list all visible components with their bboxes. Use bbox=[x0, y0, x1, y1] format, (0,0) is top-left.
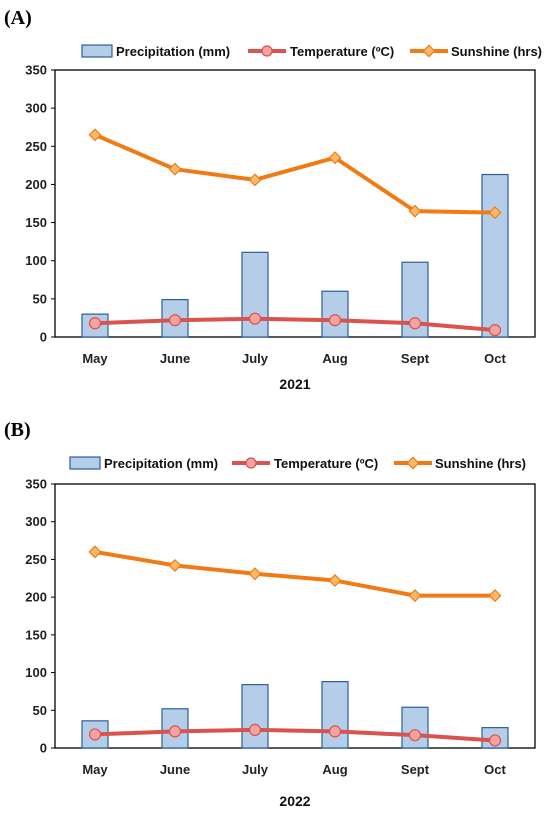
y-tick-label: 350 bbox=[25, 63, 47, 78]
x-tick-label: July bbox=[242, 351, 269, 366]
temperature-point bbox=[330, 726, 341, 737]
temperature-point bbox=[410, 318, 421, 329]
legend-a-precipitation-label: Precipitation (mm) bbox=[116, 44, 230, 59]
sunshine-point bbox=[89, 546, 100, 557]
x-tick-label: Sept bbox=[401, 351, 430, 366]
y-tick-label: 250 bbox=[25, 139, 47, 154]
sunshine-line bbox=[95, 552, 495, 596]
sunshine-point bbox=[169, 560, 180, 571]
x-tick-label: Oct bbox=[484, 351, 506, 366]
x-axis-title-a: 2021 bbox=[279, 376, 310, 392]
temperature-point bbox=[490, 325, 501, 336]
plot-area-b: 0 50 100 150 200 250 300 350 May June July Aug Sept O… bbox=[25, 477, 535, 778]
sunshine-point bbox=[249, 568, 260, 579]
temperature-point bbox=[250, 313, 261, 324]
legend-b-sunshine-label: Sunshine (hrs) bbox=[435, 456, 526, 471]
chart-panel-a: (A) Precipitation (mm) Temperature (ºC) … bbox=[4, 7, 542, 392]
x-tick-label: Oct bbox=[484, 762, 506, 777]
y-tick-label: 150 bbox=[25, 215, 47, 230]
sunshine-point bbox=[409, 590, 420, 601]
legend-a: Precipitation (mm) Temperature (ºC) Suns… bbox=[82, 44, 542, 59]
legend-a-precipitation-swatch bbox=[82, 45, 112, 57]
precipitation-bar bbox=[242, 685, 268, 748]
sunshine-point bbox=[329, 575, 340, 586]
temperature-point bbox=[90, 318, 101, 329]
temperature-point bbox=[410, 730, 421, 741]
x-tick-label: June bbox=[160, 762, 190, 777]
x-tick-label: May bbox=[82, 351, 108, 366]
temperature-line bbox=[95, 319, 495, 330]
y-tick-label: 350 bbox=[25, 477, 47, 492]
x-axis-title-b: 2022 bbox=[279, 793, 310, 809]
legend-a-sunshine-label: Sunshine (hrs) bbox=[451, 44, 542, 59]
y-tick-label: 300 bbox=[25, 514, 47, 529]
sunshine-point bbox=[169, 164, 180, 175]
legend-b-precipitation-swatch bbox=[70, 457, 100, 469]
sunshine-point bbox=[89, 129, 100, 140]
legend-b-temperature-label: Temperature (ºC) bbox=[274, 456, 378, 471]
y-tick-label: 300 bbox=[25, 101, 47, 116]
chart-panel-b: (B) Precipitation (mm) Temperature (ºC) … bbox=[4, 419, 535, 809]
sunshine-point bbox=[489, 590, 500, 601]
plot-frame-a bbox=[55, 70, 535, 337]
temperature-point bbox=[250, 724, 261, 735]
y-tick-label: 200 bbox=[25, 590, 47, 605]
legend-b-precipitation-label: Precipitation (mm) bbox=[104, 456, 218, 471]
precipitation-bar bbox=[322, 682, 348, 748]
y-tick-label: 0 bbox=[40, 330, 47, 345]
x-tick-label: July bbox=[242, 762, 269, 777]
temperature-line bbox=[95, 730, 495, 741]
x-tick-label: Aug bbox=[322, 762, 347, 777]
temperature-point bbox=[490, 735, 501, 746]
y-tick-label: 200 bbox=[25, 177, 47, 192]
x-tick-label: May bbox=[82, 762, 108, 777]
y-tick-label: 100 bbox=[25, 665, 47, 680]
temperature-point bbox=[170, 315, 181, 326]
panel-label-a: (A) bbox=[4, 7, 32, 29]
x-tick-label: Aug bbox=[322, 351, 347, 366]
temperature-point bbox=[170, 726, 181, 737]
precipitation-bar bbox=[402, 707, 428, 748]
x-tick-label: Sept bbox=[401, 762, 430, 777]
sunshine-line bbox=[95, 135, 495, 213]
legend-a-sunshine-marker bbox=[423, 45, 434, 56]
y-tick-label: 50 bbox=[33, 291, 47, 306]
y-tick-label: 250 bbox=[25, 552, 47, 567]
y-tick-label: 50 bbox=[33, 703, 47, 718]
legend-a-temperature-label: Temperature (ºC) bbox=[290, 44, 394, 59]
panel-label-b: (B) bbox=[4, 419, 31, 441]
legend-a-temperature-marker bbox=[262, 46, 272, 56]
sunshine-point bbox=[249, 174, 260, 185]
temperature-point bbox=[330, 315, 341, 326]
legend-b-sunshine-marker bbox=[407, 457, 418, 468]
x-tick-label: June bbox=[160, 351, 190, 366]
y-tick-label: 0 bbox=[40, 741, 47, 756]
precipitation-bar bbox=[482, 175, 508, 337]
plot-frame-b bbox=[55, 484, 535, 748]
y-tick-label: 150 bbox=[25, 627, 47, 642]
y-tick-label: 100 bbox=[25, 253, 47, 268]
plot-area-a: 0 50 100 150 200 250 300 350 May June July Aug Sept O… bbox=[25, 63, 535, 367]
legend-b-temperature-marker bbox=[246, 458, 256, 468]
legend-b: Precipitation (mm) Temperature (ºC) Suns… bbox=[70, 456, 526, 471]
precipitation-bar bbox=[322, 291, 348, 337]
temperature-point bbox=[90, 729, 101, 740]
